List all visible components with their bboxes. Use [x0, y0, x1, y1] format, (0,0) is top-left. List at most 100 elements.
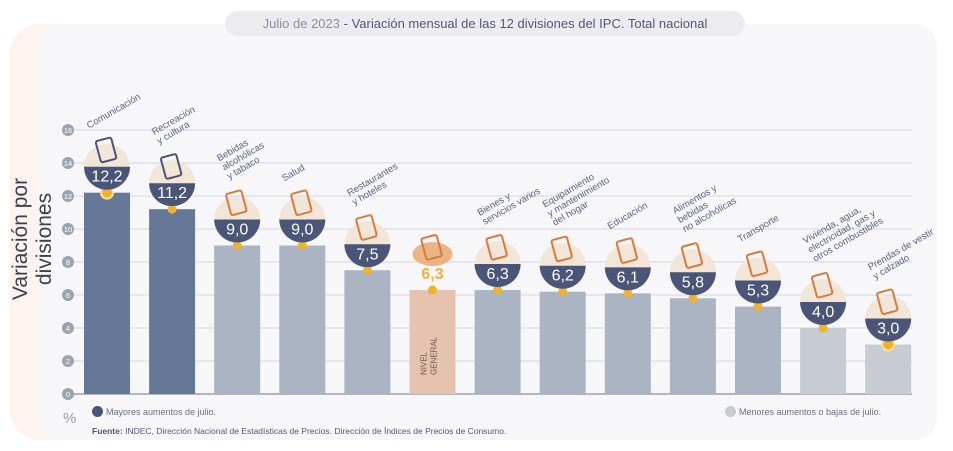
bar-top-dot	[362, 265, 372, 275]
value-label: 6,3	[486, 266, 508, 283]
value-label: 6,3	[421, 266, 443, 283]
y-tick-label: 8	[66, 258, 70, 267]
bar-top-dot	[623, 288, 633, 298]
bar-top-dot	[688, 293, 698, 303]
category-label: Comunicación	[85, 92, 143, 132]
division-icon	[680, 242, 704, 269]
bar-top-dot	[753, 302, 763, 312]
value-label: 5,3	[747, 283, 769, 300]
value-badge	[669, 272, 716, 296]
division-icon	[745, 250, 769, 278]
bar	[604, 293, 651, 394]
value-label: 9,0	[226, 222, 248, 239]
title-text: Variación mensual de las 12 divisiones d…	[351, 16, 708, 31]
y-tick-marker	[62, 190, 74, 202]
y-tick-label: 10	[64, 225, 72, 234]
value-badge	[344, 244, 391, 268]
bar	[669, 298, 716, 394]
legend-high-swatch	[92, 406, 103, 417]
division-icon	[420, 234, 443, 261]
value-label: 9,0	[291, 222, 313, 239]
legend-low: Menores aumentos o bajas de julio.	[725, 406, 881, 417]
y-tick-label: 2	[66, 357, 70, 366]
bar	[84, 192, 130, 394]
division-icon	[355, 214, 378, 241]
division-icon	[876, 288, 899, 316]
icon-bag	[412, 242, 453, 267]
category-label: Salud	[280, 162, 307, 184]
value-label: 5,8	[682, 274, 704, 291]
value-badge	[149, 183, 196, 207]
value-badge	[735, 280, 781, 304]
division-icon	[811, 272, 834, 299]
division-icon	[160, 153, 183, 180]
value-badge	[539, 265, 586, 289]
value-badge	[800, 302, 847, 325]
value-badge	[84, 166, 130, 190]
bar-top-dot	[297, 241, 307, 250]
value-badge	[474, 264, 521, 288]
legend-high-label: Mayores aumentos de julio.	[106, 406, 217, 417]
legend-low-label: Menores aumentos o bajas de julio.	[739, 406, 882, 417]
y-tick-marker	[62, 388, 74, 400]
chart-title: Julio de 2023 - Variación mensual de las…	[225, 11, 745, 36]
bar	[539, 291, 586, 394]
division-icon	[94, 136, 118, 164]
legend-low-swatch	[725, 406, 736, 417]
y-tick-label: 14	[64, 159, 72, 168]
bar-top-dot	[167, 204, 177, 214]
division-icon	[615, 237, 638, 264]
y-unit: %	[63, 410, 77, 427]
value-label: 6,2	[552, 268, 574, 285]
value-label: 3,0	[877, 321, 899, 338]
legend-high: Mayores aumentos de julio.	[92, 406, 216, 417]
value-badge	[214, 219, 261, 243]
title-date: Julio de 2023	[262, 16, 340, 31]
division-icon	[290, 189, 313, 217]
value-label: 4,0	[812, 304, 834, 321]
value-label: 11,2	[157, 185, 187, 202]
division-icon	[225, 189, 248, 217]
bar	[865, 344, 912, 394]
bar-top-dot	[428, 285, 437, 295]
value-label: 7,5	[356, 246, 378, 263]
bar	[344, 270, 391, 394]
division-icon	[485, 234, 508, 261]
bar-top-dot	[818, 323, 828, 333]
bar	[149, 209, 196, 394]
bar-top-dot	[558, 287, 568, 297]
value-badge	[279, 219, 326, 243]
source-note: Fuente: INDEC, Dirección Nacional de Est…	[92, 426, 506, 436]
category-label: Educación	[606, 200, 650, 232]
bar	[214, 245, 261, 394]
source-label: Fuente:	[92, 426, 123, 436]
source-text: INDEC, Dirección Nacional de Estadística…	[125, 426, 507, 436]
y-tick-marker	[62, 157, 74, 169]
y-tick-label: 4	[66, 324, 70, 333]
bar-top-dot	[232, 241, 242, 250]
bar-top-dot	[493, 285, 503, 295]
bar	[735, 306, 781, 394]
category-label: NIVEL	[420, 351, 429, 375]
y-tick-marker	[62, 322, 74, 334]
y-tick-marker	[62, 223, 74, 235]
bar	[279, 245, 326, 394]
bar	[474, 290, 521, 394]
division-icon	[550, 235, 573, 263]
value-label: 12,2	[91, 169, 122, 186]
y-tick-label: 12	[64, 192, 72, 201]
y-tick-label: 0	[66, 390, 70, 399]
value-badge	[865, 318, 912, 342]
bar	[800, 328, 847, 394]
category-label: GENERAL	[430, 336, 439, 375]
y-tick-marker	[62, 355, 74, 367]
y-tick-marker	[62, 289, 74, 301]
y-tick-label: 16	[64, 126, 72, 135]
value-label: 6,1	[617, 269, 639, 286]
y-tick-marker	[62, 124, 74, 136]
bar	[409, 290, 456, 394]
y-tick-label: 6	[66, 291, 70, 300]
value-badge	[604, 267, 651, 291]
y-tick-marker	[62, 256, 74, 268]
